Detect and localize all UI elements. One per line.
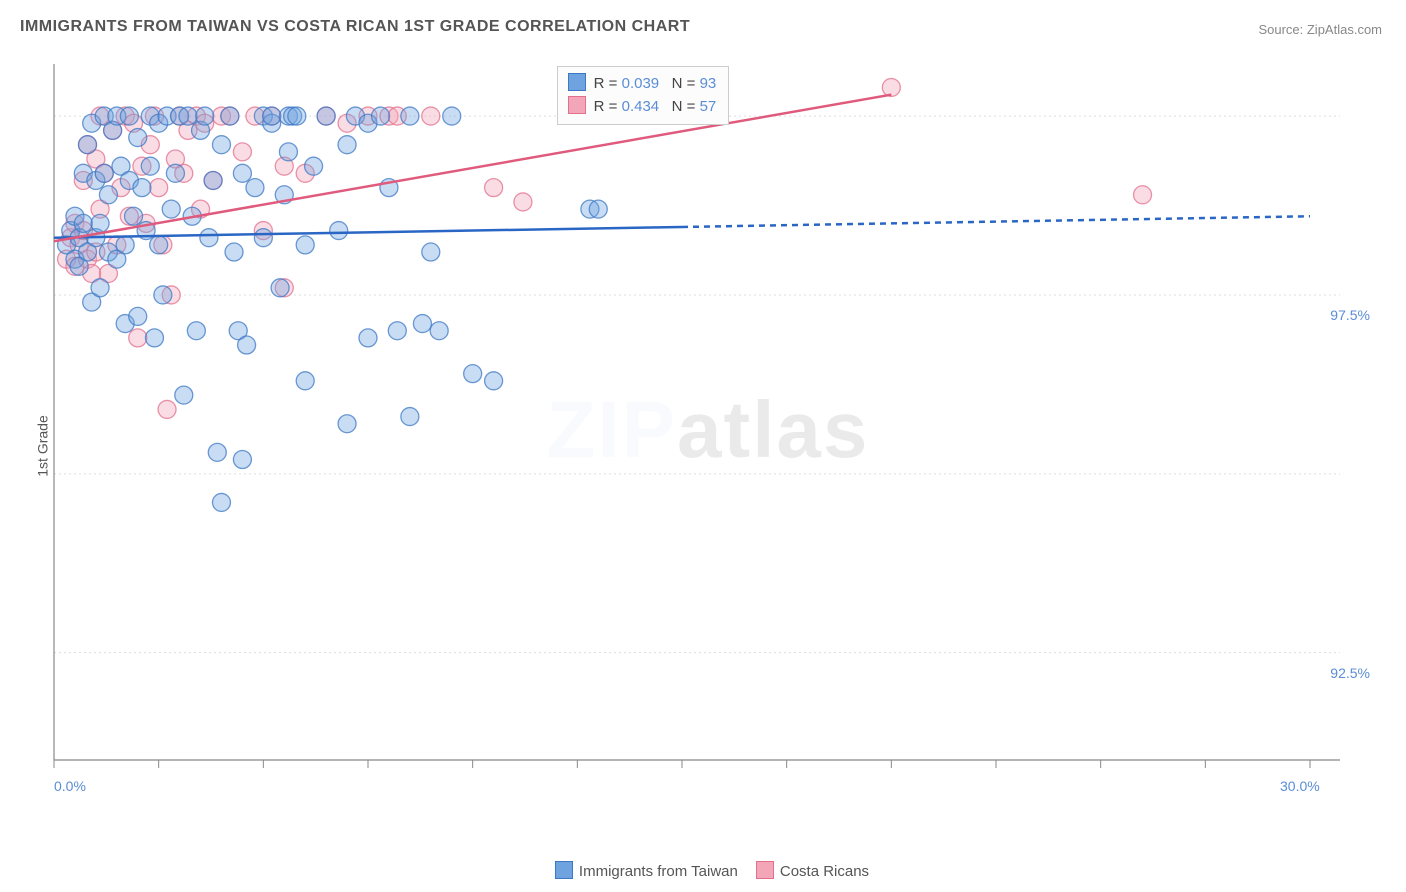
x-tick-label: 30.0% xyxy=(1280,778,1320,794)
legend-swatch-icon xyxy=(756,861,774,879)
y-tick-label: 92.5% xyxy=(1330,665,1370,681)
x-tick-label: 0.0% xyxy=(54,778,86,794)
stats-legend-box: R = 0.039 N = 93R = 0.434 N = 57 xyxy=(557,66,730,125)
legend-label-taiwan: Immigrants from Taiwan xyxy=(579,863,738,880)
scatter-plot-svg xyxy=(48,60,1368,800)
plot-area: ZIPatlas R = 0.039 N = 93R = 0.434 N = 5… xyxy=(48,60,1368,800)
legend-swatch-icon xyxy=(555,861,573,879)
swatch-icon xyxy=(568,73,586,91)
stats-row-costa_rican: R = 0.434 N = 57 xyxy=(568,96,717,119)
stats-row-taiwan: R = 0.039 N = 93 xyxy=(568,73,717,96)
swatch-icon xyxy=(568,96,586,114)
legend-label-costa_rican: Costa Ricans xyxy=(780,863,869,880)
source-label: Source: ZipAtlas.com xyxy=(1258,22,1382,37)
chart-title: IMMIGRANTS FROM TAIWAN VS COSTA RICAN 1S… xyxy=(20,18,690,36)
bottom-legend: Immigrants from Taiwan Costa Ricans xyxy=(0,861,1406,880)
y-tick-label: 97.5% xyxy=(1330,307,1370,323)
